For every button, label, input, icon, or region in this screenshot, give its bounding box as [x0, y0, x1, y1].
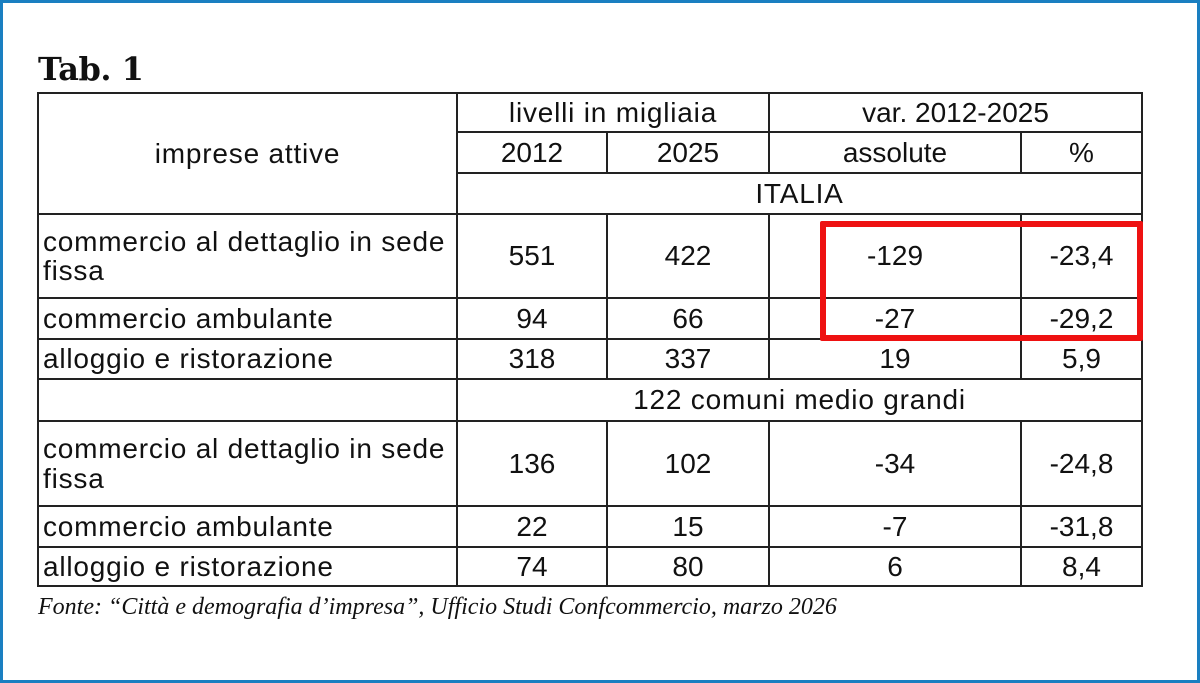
cell-2012: 318 — [456, 338, 608, 380]
row-label: alloggio e ristorazione — [37, 338, 458, 380]
cell-2025: 422 — [606, 213, 770, 299]
table-row: commercio ambulante 94 66 -27 -29,2 — [37, 297, 1143, 340]
cell-2012: 94 — [456, 297, 608, 340]
cell-abs: -34 — [768, 420, 1022, 507]
cell-pct: -23,4 — [1020, 213, 1143, 299]
cell-pct: -31,8 — [1020, 505, 1143, 548]
table-title: Tab. 1 — [38, 50, 144, 88]
data-table: imprese attive livelli in migliaia var. … — [37, 92, 1143, 587]
cell-2025: 102 — [606, 420, 770, 507]
row-label: alloggio e ristorazione — [37, 546, 458, 587]
cell-pct: 5,9 — [1020, 338, 1143, 380]
row-label: commercio al dettaglio in sede fissa — [37, 213, 458, 299]
table-row: alloggio e ristorazione 318 337 19 5,9 — [37, 338, 1143, 380]
col-header-abs: assolute — [768, 131, 1022, 174]
cell-pct: -24,8 — [1020, 420, 1143, 507]
cell-2012: 22 — [456, 505, 608, 548]
cell-pct: -29,2 — [1020, 297, 1143, 340]
group-header-levels: livelli in migliaia — [456, 92, 770, 133]
col-header-pct: % — [1020, 131, 1143, 174]
group-header-var: var. 2012-2025 — [768, 92, 1143, 133]
cell-2012: 74 — [456, 546, 608, 587]
table-row: commercio al dettaglio in sede fissa 136… — [37, 420, 1143, 507]
section-header: ITALIA — [456, 172, 1143, 215]
cell-abs: 6 — [768, 546, 1022, 587]
table-row: commercio al dettaglio in sede fissa 551… — [37, 213, 1143, 299]
empty-cell — [37, 378, 458, 422]
cell-pct: 8,4 — [1020, 546, 1143, 587]
cell-2025: 337 — [606, 338, 770, 380]
highlight-box — [820, 221, 1143, 341]
cell-2025: 80 — [606, 546, 770, 587]
cell-abs: -129 — [768, 213, 1022, 299]
section-header: 122 comuni medio grandi — [456, 378, 1143, 422]
source-note: Fonte: “Città e demografia d’impresa”, U… — [38, 594, 837, 620]
cell-2025: 15 — [606, 505, 770, 548]
cell-2025: 66 — [606, 297, 770, 340]
col-header-2012: 2012 — [456, 131, 608, 174]
row-label: commercio ambulante — [37, 505, 458, 548]
table-row: alloggio e ristorazione 74 80 6 8,4 — [37, 546, 1143, 587]
row-label: commercio ambulante — [37, 297, 458, 340]
row-header: imprese attive — [37, 92, 458, 215]
cell-abs: 19 — [768, 338, 1022, 380]
table-row: commercio ambulante 22 15 -7 -31,8 — [37, 505, 1143, 548]
cell-2012: 551 — [456, 213, 608, 299]
row-label: commercio al dettaglio in sede fissa — [37, 420, 458, 507]
col-header-2025: 2025 — [606, 131, 770, 174]
cell-2012: 136 — [456, 420, 608, 507]
cell-abs: -7 — [768, 505, 1022, 548]
